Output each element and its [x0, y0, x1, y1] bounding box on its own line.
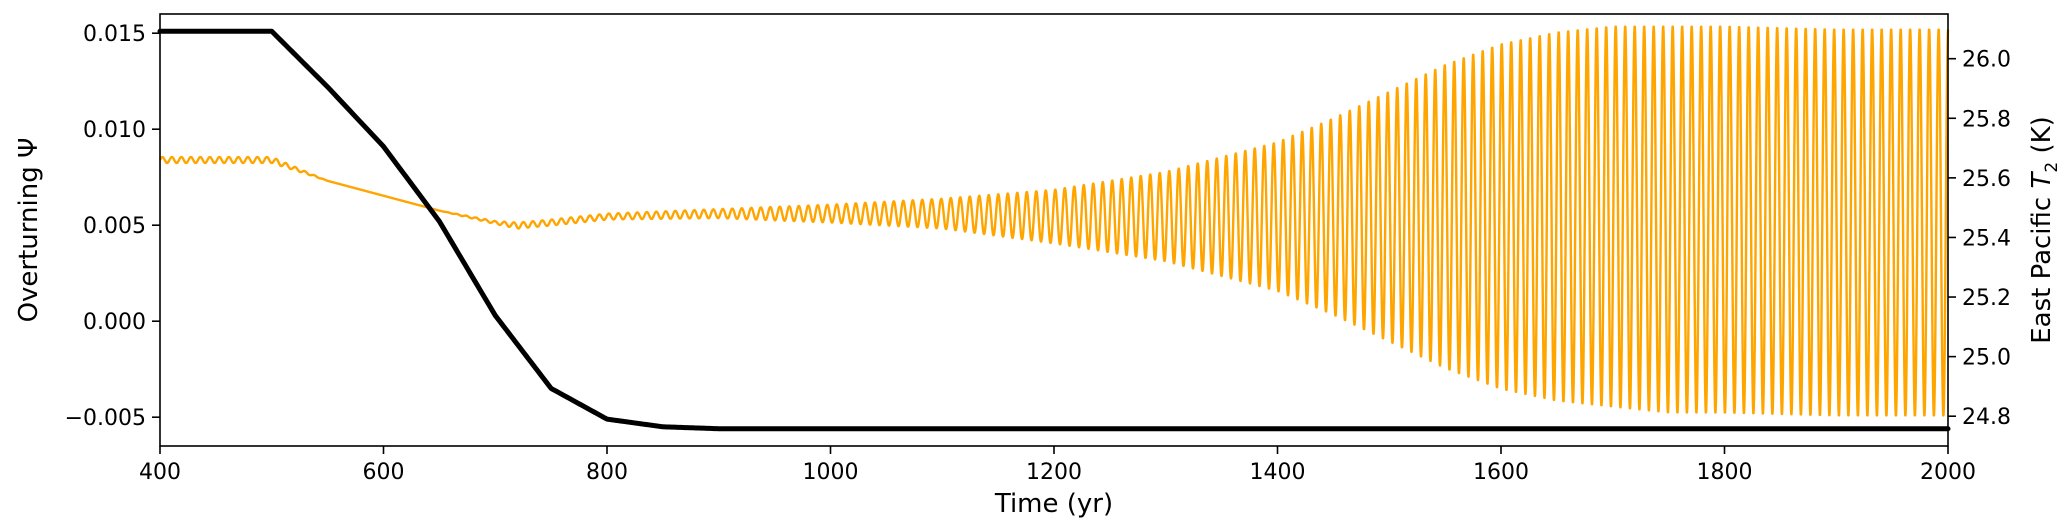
x-tick-label: 1800 [1697, 460, 1753, 485]
y-right-tick-label: 25.0 [1962, 346, 2011, 371]
x-tick-label: 400 [139, 460, 181, 485]
ticks-layer: 400 600 800 1000 1200 1400 1600 1800 2000 −0.005 0… [65, 22, 2011, 485]
x-tick-label: 800 [586, 460, 628, 485]
y-left-tick-label: 0.005 [83, 214, 146, 239]
x-tick-label: 1600 [1473, 460, 1529, 485]
y-axis-right-label-suffix: (K) [2027, 116, 2057, 162]
series-layer [157, 25, 1951, 432]
y-axis-right-label-sub: 2 [2042, 162, 2062, 173]
y-right-tick-label: 26.0 [1962, 48, 2011, 73]
x-tick-label: 600 [363, 460, 405, 485]
y-axis-right-label-var: T [2027, 171, 2057, 189]
y-right-tick-label: 25.8 [1962, 107, 2011, 132]
y-left-tick-label: 0.000 [83, 310, 146, 335]
y-left-tick-label: 0.010 [83, 118, 146, 143]
x-axis-label: Time (yr) [994, 489, 1113, 519]
x-tick-label: 1200 [1026, 460, 1082, 485]
x-tick-label: 1400 [1250, 460, 1306, 485]
y-left-tick-label: 0.015 [83, 22, 146, 47]
series-east-pacific-t2-line [158, 25, 1950, 417]
y-axis-left-label: Overturning Ψ [14, 138, 44, 323]
x-tick-label: 1000 [803, 460, 859, 485]
y-axis-right-label-prefix: East Pacific [2027, 189, 2057, 344]
y-right-tick-label: 25.4 [1962, 226, 2011, 251]
series-overturning-line [157, 28, 1951, 432]
x-tick-label: 2000 [1920, 460, 1976, 485]
y-right-tick-label: 24.8 [1962, 405, 2011, 430]
y-axis-right-label: East Pacific T2 (K) [2027, 116, 2062, 344]
y-right-tick-label: 25.2 [1962, 286, 2011, 311]
y-right-tick-label: 25.6 [1962, 167, 2011, 192]
y-left-tick-label: −0.005 [65, 406, 146, 431]
